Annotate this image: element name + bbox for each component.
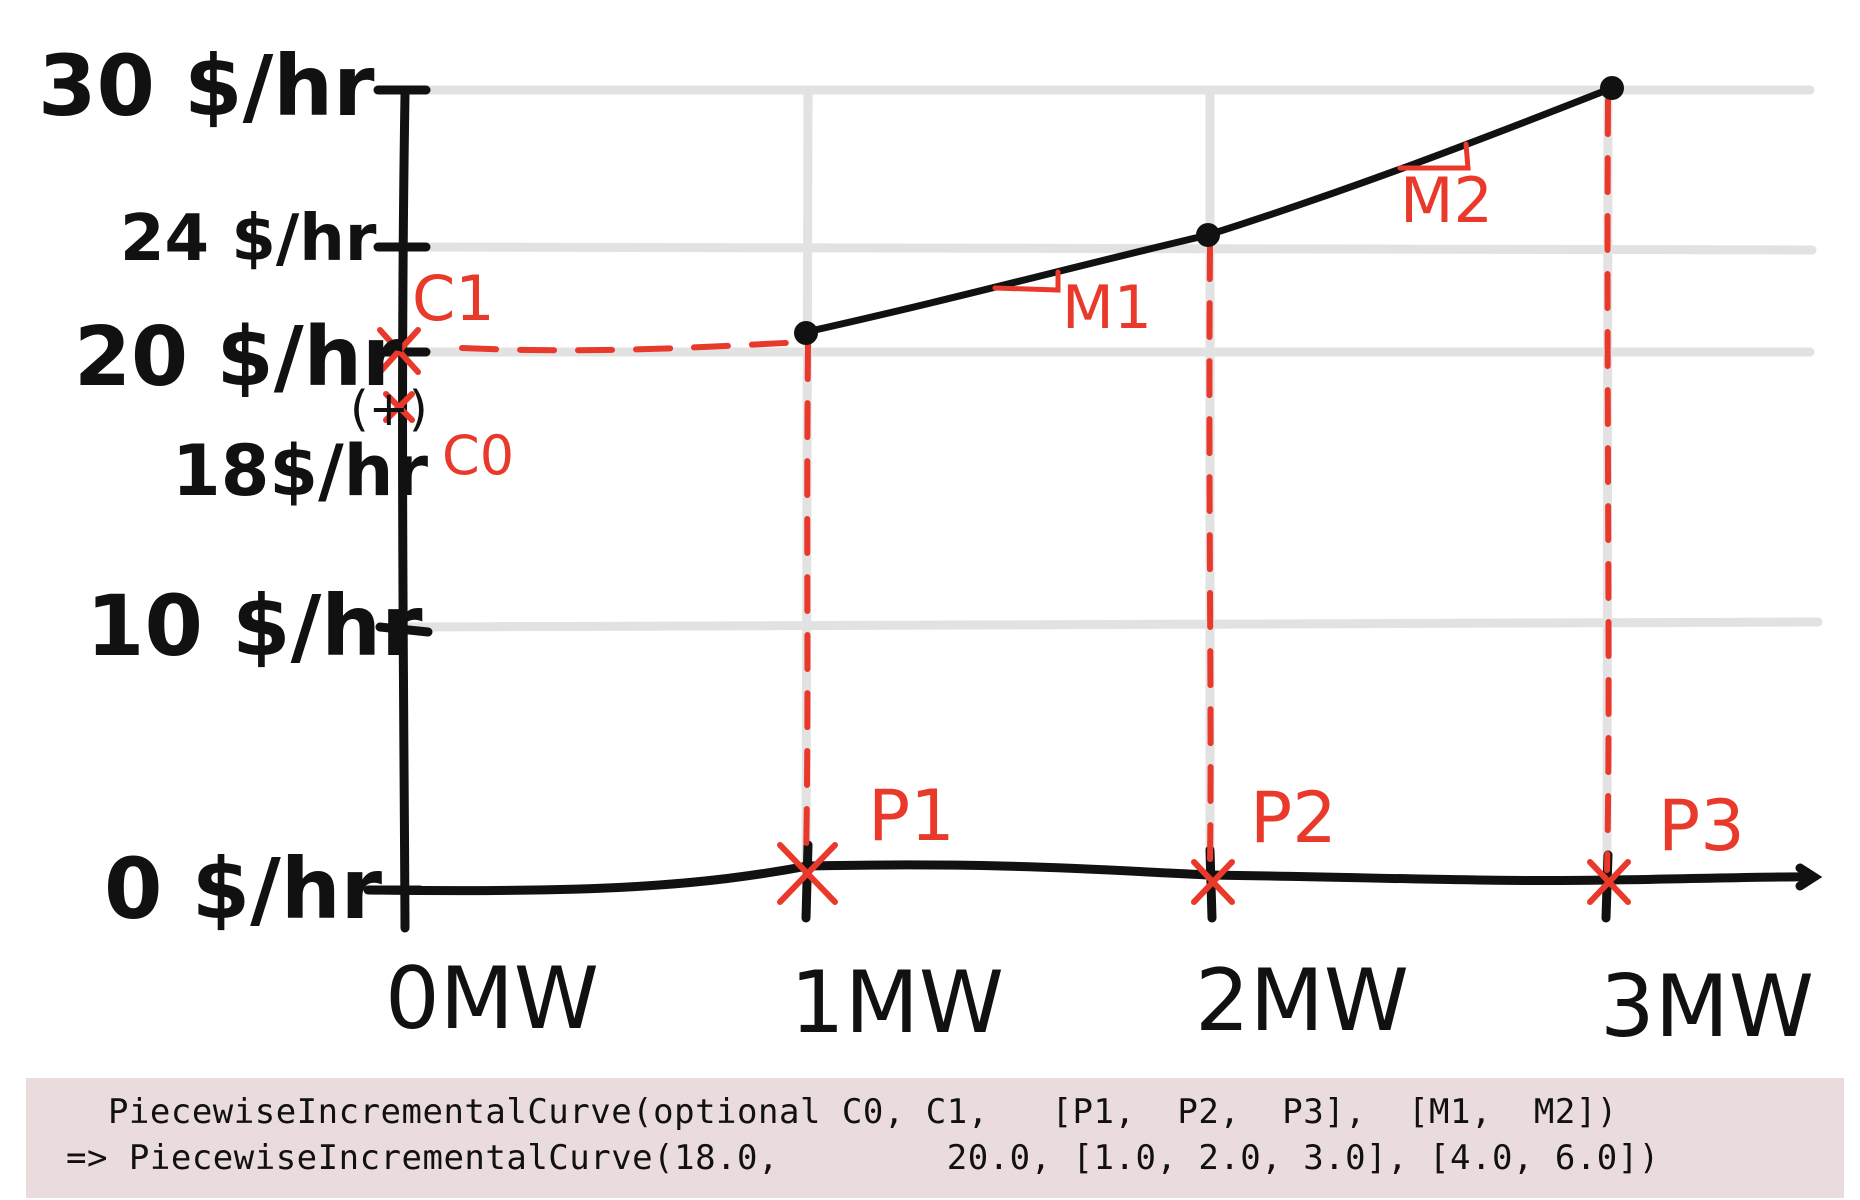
x-tick-1 (801, 840, 813, 923)
p3-marker (1587, 859, 1631, 905)
c1-guide-line (459, 339, 808, 354)
x-tick-label-0: 0MW (385, 949, 599, 1049)
c1-marker (377, 327, 421, 375)
code-example-line: => PiecewiseIncrementalCurve(18.0, 20.0,… (66, 1138, 1660, 1178)
x-markers (377, 327, 1631, 905)
p3-guide-line (1604, 97, 1612, 873)
m2-slope-triangle (1397, 141, 1471, 171)
axes (363, 85, 1823, 933)
m1-label: M1 (1062, 273, 1152, 343)
p2-guide-line (1206, 242, 1214, 868)
p1-label: P1 (868, 775, 955, 857)
curve-segment-1 (802, 231, 1212, 336)
y-tick-label-24: 24 $/hr (120, 202, 377, 276)
p3-label: P3 (1658, 785, 1745, 867)
grid-line-10 (405, 617, 1823, 632)
guides (459, 97, 1612, 873)
m1-slope-triangle (992, 269, 1061, 293)
y-tick-label-20: 20 $/hr (74, 310, 403, 405)
y-tick-label-0: 0 $/hr (104, 840, 383, 938)
y-axis-line (398, 90, 410, 933)
curve-point-p2 (1196, 223, 1220, 247)
y-tick-label-30: 30 $/hr (38, 37, 375, 135)
code-block: PiecewiseIncrementalCurve(optional C0, C… (26, 1078, 1844, 1198)
c0-paren-label: (+) (350, 381, 428, 437)
grid-line-20 (405, 347, 1815, 358)
x-tick-labels: 0MW 1MW 2MW 3MW (385, 949, 1814, 1057)
y-tick-10 (375, 622, 433, 637)
x-tick-label-3: 3MW (1600, 957, 1814, 1057)
p1-guide-line (803, 342, 811, 863)
c1-label: C1 (412, 262, 495, 335)
curve-segment-2 (1204, 84, 1616, 239)
curve-point-p3 (1600, 76, 1624, 100)
grid-line-24 (405, 242, 1817, 255)
y-tick-labels: 30 $/hr 24 $/hr 20 $/hr 18$/hr 10 $/hr 0… (38, 37, 429, 938)
curve-point-p1 (794, 321, 818, 345)
code-signature-line: PiecewiseIncrementalCurve(optional C0, C… (66, 1092, 1618, 1132)
p1-marker (777, 842, 838, 905)
y-tick-label-10: 10 $/hr (86, 577, 423, 675)
p2-label: P2 (1250, 777, 1337, 859)
x-axis-arrowhead (1795, 863, 1823, 891)
grid-line-30 (405, 84, 1815, 96)
cost-curve (794, 76, 1624, 345)
c0-label: C0 (442, 424, 514, 487)
p2-marker (1191, 859, 1235, 905)
slope-markers (992, 141, 1471, 293)
x-tick-label-2: 2MW (1195, 951, 1409, 1051)
x-axis-line (363, 860, 1817, 896)
c0-marker (383, 391, 415, 423)
x-tick-label-1: 1MW (790, 953, 1004, 1053)
y-tick-label-18: 18$/hr (172, 430, 429, 512)
m2-label: M2 (1400, 164, 1493, 237)
annotation-labels: C1 (+) C0 M1 M2 P1 P2 P3 (350, 164, 1745, 867)
